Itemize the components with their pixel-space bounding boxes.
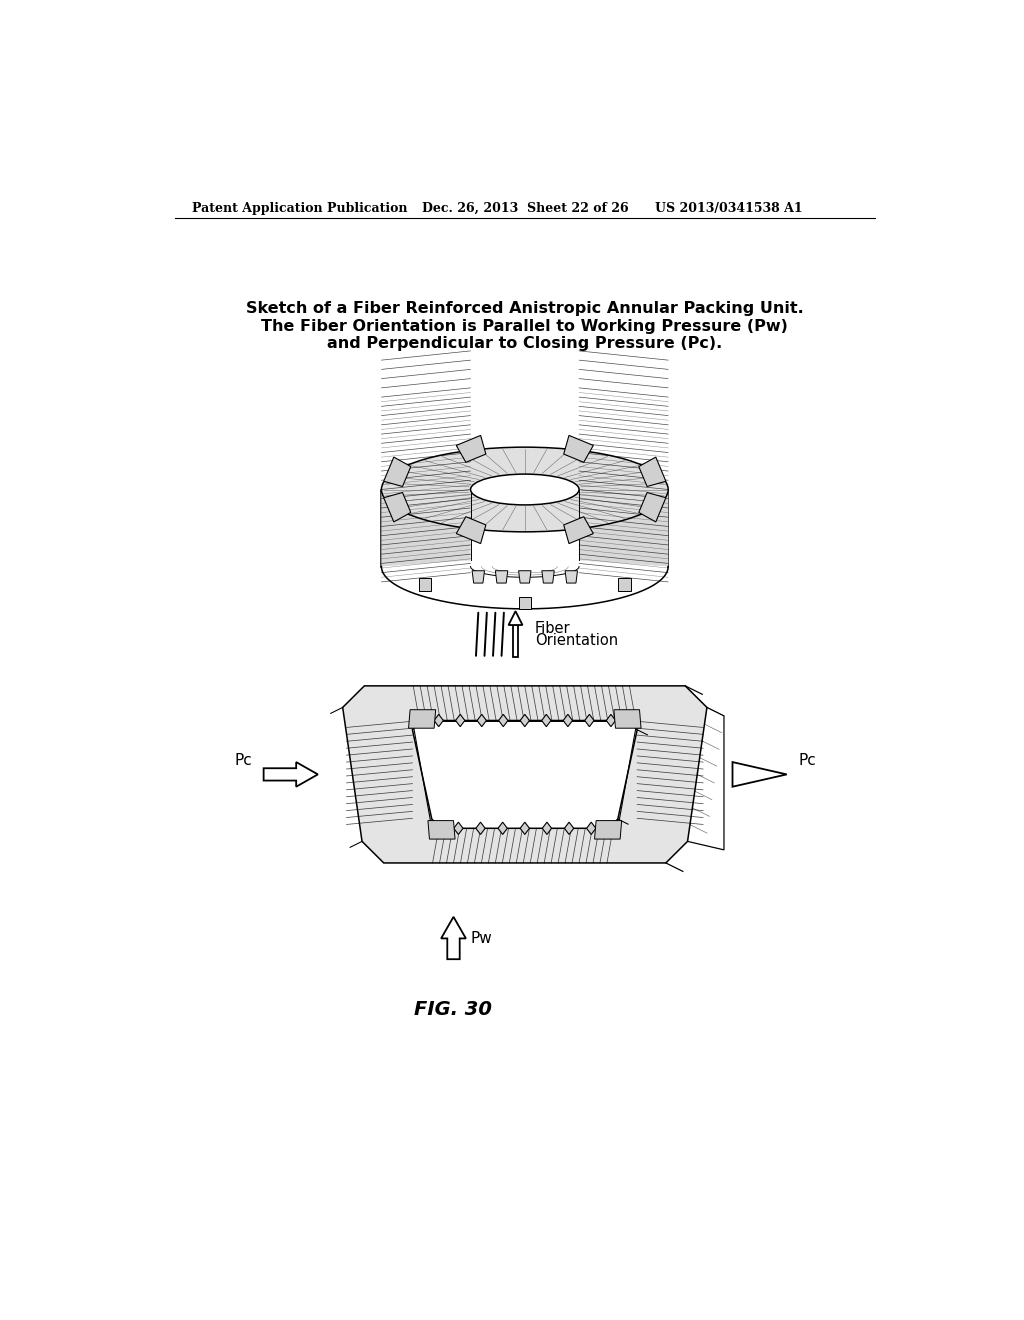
Text: Fiber: Fiber: [535, 620, 570, 636]
Text: Pc: Pc: [234, 752, 252, 768]
Polygon shape: [384, 457, 411, 487]
Bar: [618, 578, 631, 591]
Polygon shape: [518, 570, 531, 583]
Text: Patent Application Publication: Patent Application Publication: [191, 202, 408, 215]
Polygon shape: [498, 822, 507, 834]
Text: Dec. 26, 2013  Sheet 22 of 26: Dec. 26, 2013 Sheet 22 of 26: [423, 202, 629, 215]
Bar: [518, 597, 531, 609]
Polygon shape: [384, 492, 411, 521]
Polygon shape: [441, 917, 466, 960]
Polygon shape: [614, 710, 641, 729]
Polygon shape: [579, 490, 669, 566]
Polygon shape: [263, 762, 317, 787]
Polygon shape: [509, 611, 522, 626]
Polygon shape: [639, 457, 666, 487]
Polygon shape: [585, 714, 594, 726]
Polygon shape: [457, 436, 486, 462]
Text: Pw: Pw: [471, 931, 493, 945]
Text: and Perpendicular to Closing Pressure (Pc).: and Perpendicular to Closing Pressure (P…: [328, 337, 722, 351]
Polygon shape: [428, 821, 455, 840]
Text: FIG. 30: FIG. 30: [415, 999, 493, 1019]
Polygon shape: [639, 492, 666, 521]
Polygon shape: [409, 710, 435, 729]
Polygon shape: [499, 714, 508, 726]
Polygon shape: [587, 822, 596, 834]
Polygon shape: [381, 490, 471, 566]
Polygon shape: [472, 570, 484, 583]
Polygon shape: [343, 686, 707, 863]
Bar: [419, 578, 431, 591]
Polygon shape: [513, 626, 518, 657]
Polygon shape: [563, 436, 593, 462]
Polygon shape: [456, 714, 465, 726]
Polygon shape: [595, 821, 622, 840]
Polygon shape: [477, 714, 486, 726]
Polygon shape: [520, 714, 529, 726]
Text: Orientation: Orientation: [535, 632, 618, 648]
Polygon shape: [413, 721, 637, 829]
Polygon shape: [496, 570, 508, 583]
Polygon shape: [434, 714, 443, 726]
Polygon shape: [732, 762, 786, 787]
Polygon shape: [563, 516, 593, 544]
Polygon shape: [563, 714, 572, 726]
Polygon shape: [457, 516, 486, 544]
Text: The Fiber Orientation is Parallel to Working Pressure (Pw): The Fiber Orientation is Parallel to Wor…: [261, 318, 788, 334]
Polygon shape: [454, 822, 463, 834]
Polygon shape: [543, 822, 552, 834]
Text: US 2013/0341538 A1: US 2013/0341538 A1: [655, 202, 803, 215]
Polygon shape: [542, 714, 551, 726]
Polygon shape: [520, 822, 529, 834]
Ellipse shape: [471, 474, 579, 504]
Polygon shape: [381, 447, 669, 532]
Polygon shape: [564, 822, 573, 834]
Text: Sketch of a Fiber Reinforced Anistropic Annular Packing Unit.: Sketch of a Fiber Reinforced Anistropic …: [246, 301, 804, 315]
Text: Pc: Pc: [799, 752, 816, 768]
Polygon shape: [542, 570, 554, 583]
Polygon shape: [476, 822, 485, 834]
Polygon shape: [606, 714, 615, 726]
Polygon shape: [565, 570, 578, 583]
